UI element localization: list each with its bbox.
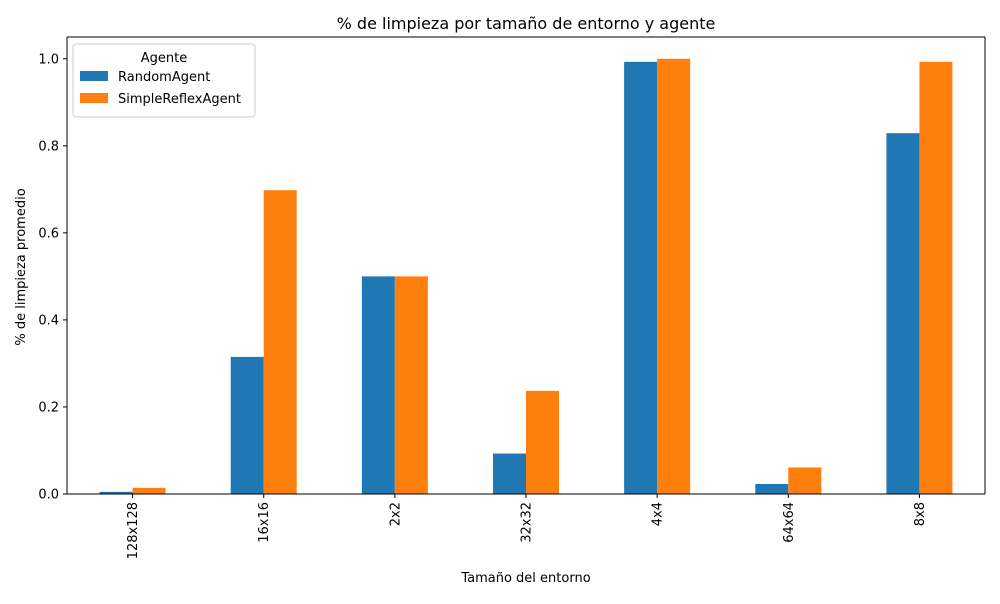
- bar-SimpleReflexAgent-128x128: [132, 487, 166, 494]
- bar-RandomAgent-2x2: [361, 276, 395, 494]
- legend-swatch: [80, 71, 108, 81]
- y-tick-label: 0.6: [38, 226, 59, 241]
- bar-SimpleReflexAgent-8x8: [919, 61, 953, 495]
- plot-area: 0.0 0.2 0.4 0.6 0.8 1.0 128x128 16x16 2x2 32x32 4x…: [38, 36, 986, 559]
- bar-SimpleReflexAgent-2x2: [394, 276, 428, 494]
- bar-SimpleReflexAgent-4x4: [657, 58, 691, 495]
- y-tick-label: 1.0: [38, 52, 59, 67]
- legend-items: RandomAgent SimpleReflexAgent: [80, 70, 241, 107]
- x-tick-label: 128x128: [126, 502, 141, 559]
- x-tick-label: 64x64: [782, 502, 797, 543]
- y-tick-label: 0.4: [38, 313, 59, 328]
- chart-title: % de limpieza por tamaño de entorno y ag…: [337, 14, 716, 33]
- bar-RandomAgent-32x32: [493, 453, 526, 494]
- bar-SimpleReflexAgent-32x32: [526, 390, 559, 494]
- bar-RandomAgent-64x64: [755, 483, 789, 494]
- y-tick-label: 0.8: [38, 139, 59, 154]
- bar-SimpleReflexAgent-16x16: [263, 190, 297, 495]
- legend-title: Agente: [141, 51, 187, 66]
- y-tick-label: 0.0: [38, 488, 59, 503]
- x-tick-label: 2x2: [388, 502, 403, 526]
- y-axis-label: % de limpieza promedio: [14, 188, 29, 345]
- legend-swatch: [80, 93, 108, 103]
- legend: Agente RandomAgent SimpleReflexAgent: [72, 43, 256, 118]
- y-tick-label: 0.2: [38, 400, 59, 415]
- bar-SimpleReflexAgent-64x64: [788, 467, 822, 494]
- bar-RandomAgent-4x4: [624, 61, 658, 495]
- x-tick-label: 16x16: [257, 502, 272, 543]
- legend-label: RandomAgent: [118, 70, 210, 85]
- bar-RandomAgent-8x8: [886, 133, 920, 494]
- x-axis-label: Tamaño del entorno: [460, 571, 590, 586]
- bar-RandomAgent-128x128: [99, 491, 133, 494]
- x-tick-label: 32x32: [520, 502, 535, 543]
- legend-box: [72, 43, 256, 118]
- x-tick-label: 8x8: [913, 502, 928, 526]
- x-tick-label: 4x4: [651, 502, 666, 526]
- legend-label: SimpleReflexAgent: [118, 92, 241, 107]
- bar-RandomAgent-16x16: [230, 356, 264, 494]
